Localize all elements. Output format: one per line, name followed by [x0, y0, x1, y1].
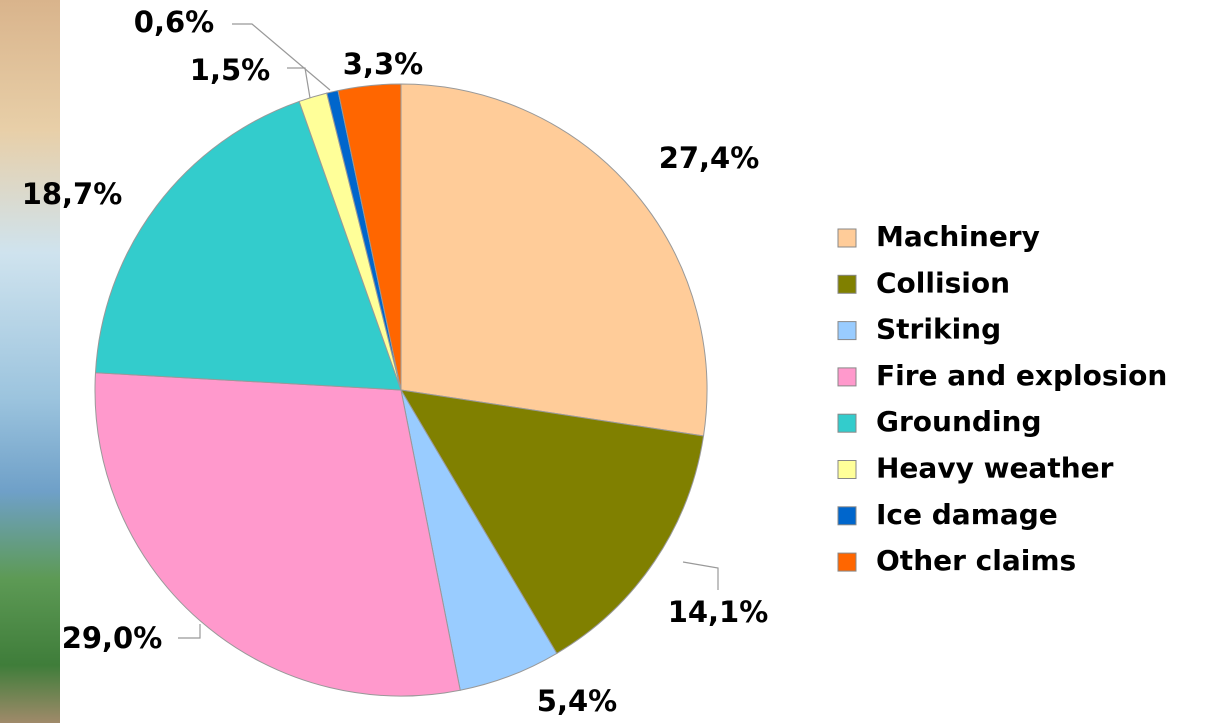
legend-swatch	[837, 552, 857, 572]
pie-slice	[400, 83, 708, 437]
data-label: 1,5%	[190, 53, 270, 87]
data-label: 5,4%	[537, 684, 617, 718]
pie-slice	[94, 100, 402, 391]
legend-swatch	[837, 506, 857, 526]
background-image	[0, 0, 60, 723]
leader-line	[287, 67, 311, 99]
legend-label: Machinery	[876, 220, 1040, 253]
pie-slice	[337, 83, 402, 391]
legend-label: Fire and explosion	[876, 359, 1167, 392]
legend-label: Collision	[876, 266, 1010, 299]
data-label: 14,1%	[668, 595, 769, 629]
pie-slice	[400, 389, 705, 655]
legend-label: Ice damage	[876, 498, 1058, 531]
pie-slice	[94, 372, 461, 697]
data-label: 29,0%	[62, 621, 163, 655]
legend-label: Heavy weather	[876, 452, 1114, 485]
legend-label: Other claims	[876, 544, 1076, 577]
data-label: 27,4%	[659, 141, 760, 175]
legend-label: Grounding	[876, 405, 1042, 438]
legend-swatch	[837, 367, 857, 387]
data-label: 3,3%	[343, 47, 423, 81]
legend-swatch	[837, 413, 857, 433]
legend-swatch	[837, 274, 857, 294]
leader-line	[178, 624, 201, 639]
legend-swatch	[837, 460, 857, 479]
legend-swatch	[837, 321, 857, 341]
data-label: 0,6%	[134, 5, 214, 39]
legend-label: Striking	[876, 313, 1001, 346]
data-label: 18,7%	[22, 177, 123, 211]
leader-line	[682, 561, 719, 590]
leader-line	[232, 23, 331, 91]
legend-swatch	[837, 228, 857, 248]
